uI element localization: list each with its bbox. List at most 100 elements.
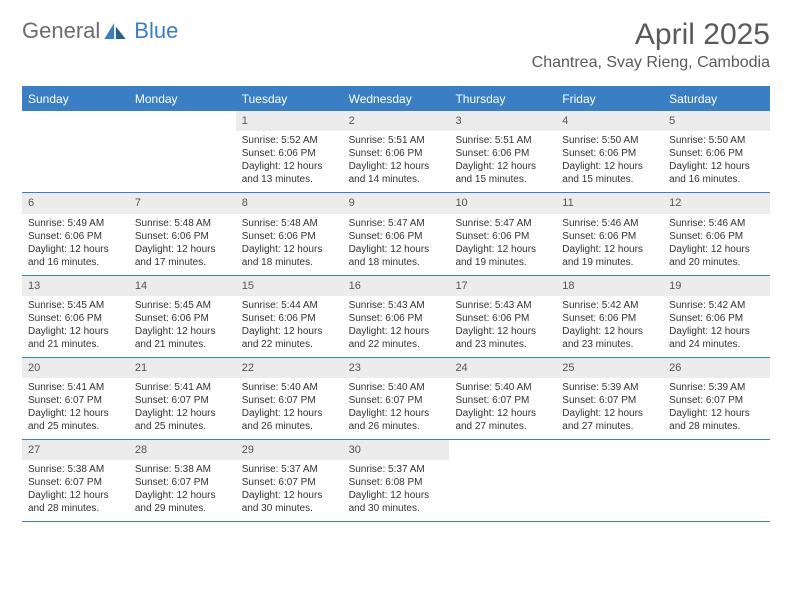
sunrise-text: Sunrise: 5:42 AM	[562, 299, 657, 312]
day-body: Sunrise: 5:43 AMSunset: 6:06 PMDaylight:…	[343, 296, 450, 357]
day-cell: 14Sunrise: 5:45 AMSunset: 6:06 PMDayligh…	[129, 276, 236, 357]
sunset-text: Sunset: 6:06 PM	[242, 312, 337, 325]
day-number: 26	[663, 358, 770, 378]
sunrise-text: Sunrise: 5:47 AM	[455, 217, 550, 230]
sunrise-text: Sunrise: 5:39 AM	[562, 381, 657, 394]
daylight-text: Daylight: 12 hours and 22 minutes.	[349, 325, 444, 351]
day-body: Sunrise: 5:46 AMSunset: 6:06 PMDaylight:…	[556, 214, 663, 275]
sunset-text: Sunset: 6:08 PM	[349, 476, 444, 489]
calendar: SundayMondayTuesdayWednesdayThursdayFrid…	[22, 86, 770, 522]
day-body: Sunrise: 5:50 AMSunset: 6:06 PMDaylight:…	[556, 131, 663, 192]
day-body: Sunrise: 5:47 AMSunset: 6:06 PMDaylight:…	[343, 214, 450, 275]
sunrise-text: Sunrise: 5:40 AM	[349, 381, 444, 394]
sunset-text: Sunset: 6:06 PM	[669, 230, 764, 243]
sunrise-text: Sunrise: 5:39 AM	[669, 381, 764, 394]
daylight-text: Daylight: 12 hours and 13 minutes.	[242, 160, 337, 186]
sunrise-text: Sunrise: 5:40 AM	[455, 381, 550, 394]
day-cell: 30Sunrise: 5:37 AMSunset: 6:08 PMDayligh…	[343, 440, 450, 521]
day-cell: ..	[663, 440, 770, 521]
sunset-text: Sunset: 6:06 PM	[455, 147, 550, 160]
day-body: Sunrise: 5:52 AMSunset: 6:06 PMDaylight:…	[236, 131, 343, 192]
day-of-week-header: SundayMondayTuesdayWednesdayThursdayFrid…	[22, 87, 770, 111]
sunrise-text: Sunrise: 5:41 AM	[135, 381, 230, 394]
day-number: 27	[22, 440, 129, 460]
day-body: Sunrise: 5:45 AMSunset: 6:06 PMDaylight:…	[22, 296, 129, 357]
sunset-text: Sunset: 6:06 PM	[455, 230, 550, 243]
day-number: 9	[343, 193, 450, 213]
daylight-text: Daylight: 12 hours and 30 minutes.	[242, 489, 337, 515]
day-number: 23	[343, 358, 450, 378]
day-number: 24	[449, 358, 556, 378]
day-number: 12	[663, 193, 770, 213]
sunrise-text: Sunrise: 5:46 AM	[669, 217, 764, 230]
daylight-text: Daylight: 12 hours and 27 minutes.	[562, 407, 657, 433]
day-cell: ..	[449, 440, 556, 521]
day-body: Sunrise: 5:42 AMSunset: 6:06 PMDaylight:…	[663, 296, 770, 357]
week-row: 20Sunrise: 5:41 AMSunset: 6:07 PMDayligh…	[22, 358, 770, 440]
sunset-text: Sunset: 6:06 PM	[28, 312, 123, 325]
dow-cell: Tuesday	[236, 87, 343, 111]
sunrise-text: Sunrise: 5:40 AM	[242, 381, 337, 394]
day-number: 10	[449, 193, 556, 213]
day-body: Sunrise: 5:44 AMSunset: 6:06 PMDaylight:…	[236, 296, 343, 357]
day-number: 18	[556, 276, 663, 296]
daylight-text: Daylight: 12 hours and 16 minutes.	[669, 160, 764, 186]
day-cell: 25Sunrise: 5:39 AMSunset: 6:07 PMDayligh…	[556, 358, 663, 439]
week-row: 13Sunrise: 5:45 AMSunset: 6:06 PMDayligh…	[22, 276, 770, 358]
day-cell: 11Sunrise: 5:46 AMSunset: 6:06 PMDayligh…	[556, 193, 663, 274]
day-cell: 4Sunrise: 5:50 AMSunset: 6:06 PMDaylight…	[556, 111, 663, 192]
day-cell: 12Sunrise: 5:46 AMSunset: 6:06 PMDayligh…	[663, 193, 770, 274]
day-body: Sunrise: 5:38 AMSunset: 6:07 PMDaylight:…	[22, 460, 129, 521]
sunrise-text: Sunrise: 5:47 AM	[349, 217, 444, 230]
week-row: 27Sunrise: 5:38 AMSunset: 6:07 PMDayligh…	[22, 440, 770, 522]
day-number: 20	[22, 358, 129, 378]
sunrise-text: Sunrise: 5:43 AM	[349, 299, 444, 312]
week-row: ....1Sunrise: 5:52 AMSunset: 6:06 PMDayl…	[22, 111, 770, 193]
sunset-text: Sunset: 6:07 PM	[349, 394, 444, 407]
sunset-text: Sunset: 6:07 PM	[669, 394, 764, 407]
sunset-text: Sunset: 6:07 PM	[455, 394, 550, 407]
header: General Blue April 2025 Chantrea, Svay R…	[22, 18, 770, 72]
sunrise-text: Sunrise: 5:48 AM	[242, 217, 337, 230]
day-number: 11	[556, 193, 663, 213]
daylight-text: Daylight: 12 hours and 26 minutes.	[242, 407, 337, 433]
day-cell: 7Sunrise: 5:48 AMSunset: 6:06 PMDaylight…	[129, 193, 236, 274]
day-body: Sunrise: 5:40 AMSunset: 6:07 PMDaylight:…	[449, 378, 556, 439]
day-cell: ..	[556, 440, 663, 521]
day-cell: 17Sunrise: 5:43 AMSunset: 6:06 PMDayligh…	[449, 276, 556, 357]
sunset-text: Sunset: 6:06 PM	[349, 312, 444, 325]
sunrise-text: Sunrise: 5:50 AM	[669, 134, 764, 147]
sunrise-text: Sunrise: 5:52 AM	[242, 134, 337, 147]
sunset-text: Sunset: 6:06 PM	[349, 147, 444, 160]
sunset-text: Sunset: 6:06 PM	[562, 147, 657, 160]
sunset-text: Sunset: 6:06 PM	[349, 230, 444, 243]
day-cell: 1Sunrise: 5:52 AMSunset: 6:06 PMDaylight…	[236, 111, 343, 192]
day-body: Sunrise: 5:47 AMSunset: 6:06 PMDaylight:…	[449, 214, 556, 275]
sunrise-text: Sunrise: 5:41 AM	[28, 381, 123, 394]
daylight-text: Daylight: 12 hours and 29 minutes.	[135, 489, 230, 515]
day-body: Sunrise: 5:40 AMSunset: 6:07 PMDaylight:…	[236, 378, 343, 439]
day-body: Sunrise: 5:40 AMSunset: 6:07 PMDaylight:…	[343, 378, 450, 439]
day-number: 3	[449, 111, 556, 131]
sunset-text: Sunset: 6:06 PM	[242, 230, 337, 243]
sunset-text: Sunset: 6:06 PM	[562, 312, 657, 325]
day-cell: 18 Sunrise: 5:42 AMSunset: 6:06 PMDayligh…	[556, 276, 663, 357]
day-body: Sunrise: 5:48 AMSunset: 6:06 PMDaylight:…	[129, 214, 236, 275]
daylight-text: Daylight: 12 hours and 17 minutes.	[135, 243, 230, 269]
day-number: 25	[556, 358, 663, 378]
sunset-text: Sunset: 6:07 PM	[28, 394, 123, 407]
dow-cell: Wednesday	[343, 87, 450, 111]
day-number: 21	[129, 358, 236, 378]
sunset-text: Sunset: 6:06 PM	[135, 312, 230, 325]
day-cell: 24Sunrise: 5:40 AMSunset: 6:07 PMDayligh…	[449, 358, 556, 439]
sunrise-text: Sunrise: 5:45 AM	[28, 299, 123, 312]
daylight-text: Daylight: 12 hours and 25 minutes.	[135, 407, 230, 433]
daylight-text: Daylight: 12 hours and 26 minutes.	[349, 407, 444, 433]
day-cell: 26Sunrise: 5:39 AMSunset: 6:07 PMDayligh…	[663, 358, 770, 439]
sunrise-text: Sunrise: 5:38 AM	[135, 463, 230, 476]
sunset-text: Sunset: 6:06 PM	[669, 312, 764, 325]
daylight-text: Daylight: 12 hours and 19 minutes.	[562, 243, 657, 269]
daylight-text: Daylight: 12 hours and 23 minutes.	[562, 325, 657, 351]
sunrise-text: Sunrise: 5:43 AM	[455, 299, 550, 312]
sunset-text: Sunset: 6:06 PM	[562, 230, 657, 243]
